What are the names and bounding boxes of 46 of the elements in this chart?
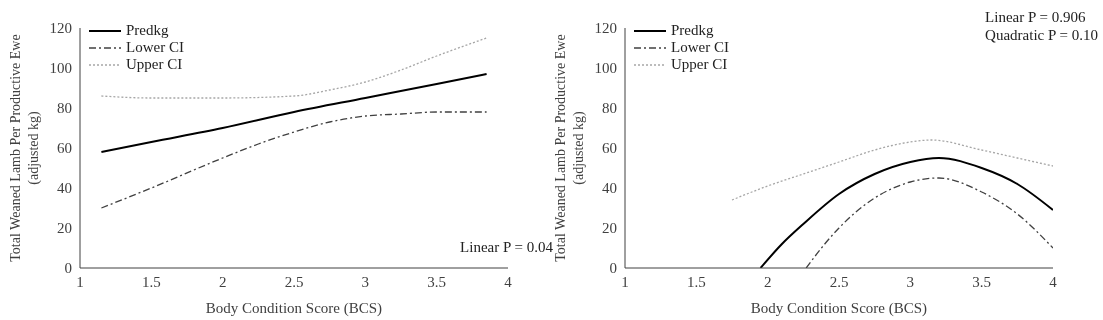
y-tick-label: 80 <box>602 100 617 117</box>
legend-label: Lower CI <box>671 39 729 56</box>
y-tick-label: 120 <box>594 20 617 37</box>
legend-label: Upper CI <box>671 56 728 73</box>
y-tick-label: 120 <box>49 20 72 37</box>
y-tick-label: 40 <box>602 180 617 197</box>
x-tick-label: 3.5 <box>972 273 992 290</box>
x-tick-label: 3 <box>906 273 915 290</box>
line-series <box>759 157 1053 268</box>
y-tick-label: 60 <box>602 140 617 157</box>
y-tick-label: 60 <box>57 140 72 157</box>
legend-label: Lower CI <box>126 39 184 56</box>
x-tick-label: 2.5 <box>284 273 304 290</box>
x-tick-label: 3 <box>361 273 370 290</box>
legend-label: Predkg <box>671 22 714 39</box>
legend-label: Upper CI <box>126 56 183 73</box>
y-tick-label: 20 <box>602 220 617 237</box>
y-tick-label: 80 <box>57 100 72 117</box>
text: Linear P = 0.906 <box>985 8 1087 26</box>
x-tick-label: 2.5 <box>829 273 849 290</box>
x-tick-label: 1 <box>621 273 629 290</box>
y-tick-label: 20 <box>57 220 72 237</box>
y-axis-title: Total Weaned Lamb Per Productive Ewe (adjusted kg) <box>553 34 587 262</box>
y-tick-label: 0 <box>609 260 617 277</box>
x-tick-label: 2 <box>763 273 772 290</box>
annotation: Quadratic P = 0.10 <box>985 26 1098 44</box>
x-axis-title: Body Condition Score (BCS) <box>750 300 928 317</box>
y-tick-label: 0 <box>64 260 72 277</box>
y-axis-title: Total Weaned Lamb Per Productive Ewe (adjusted kg) <box>8 34 42 262</box>
x-tick-label: 1.5 <box>141 273 161 290</box>
x-tick-label: 3.5 <box>427 273 447 290</box>
legend-label: Predkg <box>126 22 169 39</box>
line-series <box>100 37 488 99</box>
x-tick-label: 4 <box>504 273 513 290</box>
y-tick-label: 100 <box>594 60 617 77</box>
line-series <box>100 73 488 153</box>
x-tick-label: 1 <box>76 273 84 290</box>
x-axis-title: Body Condition Score (BCS) <box>205 300 383 317</box>
line-series <box>100 111 488 209</box>
x-tick-label: 2 <box>218 273 227 290</box>
annotation: Linear P = 0.04 <box>460 238 553 256</box>
line-series <box>731 139 1053 201</box>
x-tick-label: 1.5 <box>686 273 706 290</box>
y-tick-label: 40 <box>57 180 72 197</box>
y-tick-label: 100 <box>49 60 72 77</box>
x-tick-label: 4 <box>1049 273 1058 290</box>
